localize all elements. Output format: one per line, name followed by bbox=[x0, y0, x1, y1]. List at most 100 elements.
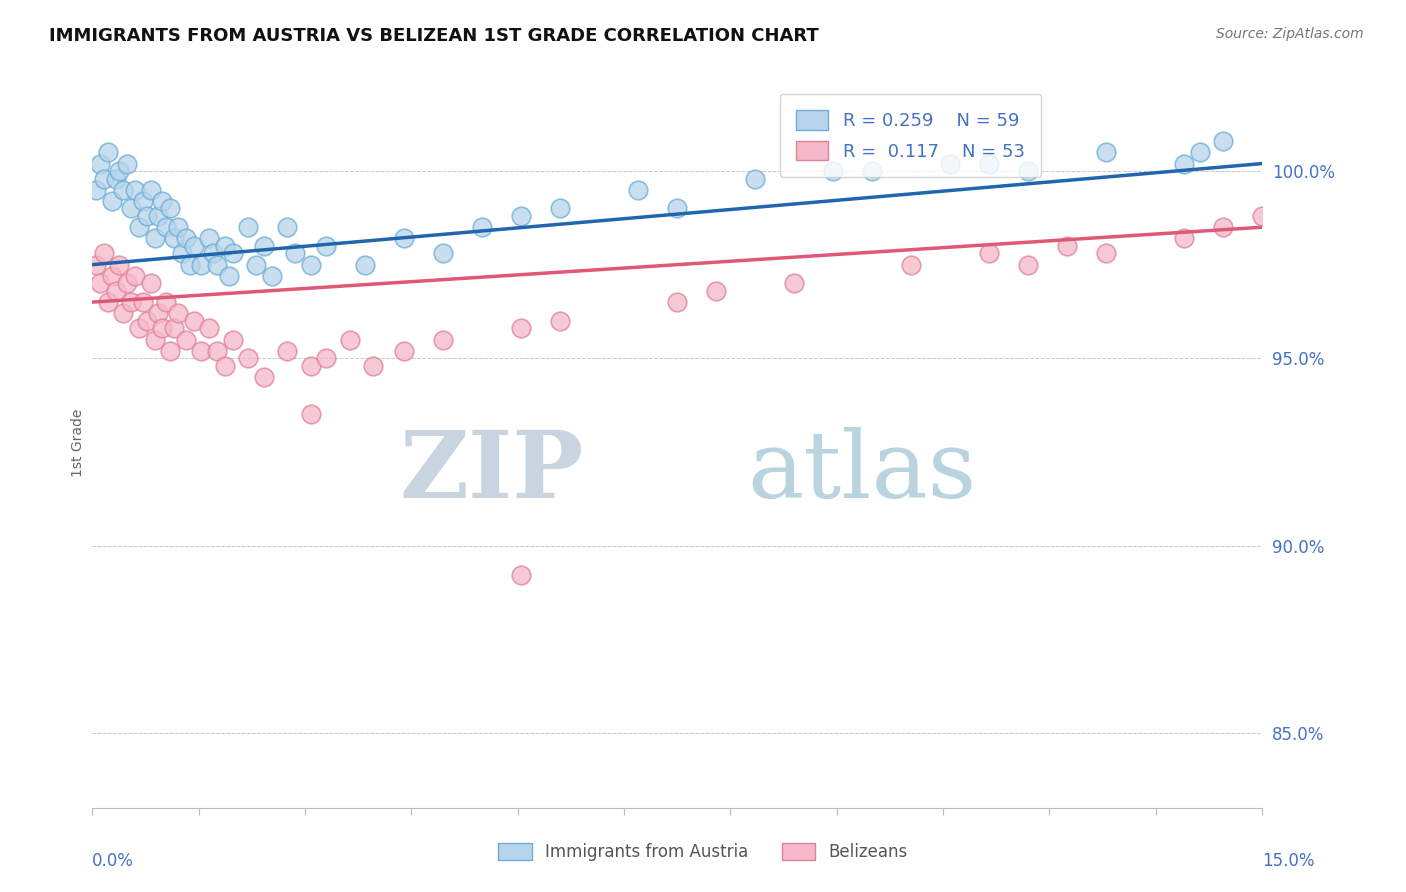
Point bbox=[93, 246, 115, 260]
Point bbox=[93, 171, 115, 186]
Point bbox=[627, 183, 650, 197]
Point bbox=[361, 359, 384, 373]
Point bbox=[89, 277, 111, 291]
Point bbox=[159, 343, 181, 358]
Point bbox=[143, 333, 166, 347]
Point bbox=[221, 246, 243, 260]
Point bbox=[510, 209, 533, 223]
Point bbox=[218, 268, 240, 283]
Point bbox=[124, 183, 146, 197]
Point bbox=[132, 295, 155, 310]
Point bbox=[183, 239, 205, 253]
Point bbox=[179, 258, 201, 272]
Point bbox=[1095, 246, 1118, 260]
Text: 0.0%: 0.0% bbox=[91, 852, 134, 870]
Point bbox=[112, 183, 135, 197]
Point bbox=[174, 231, 197, 245]
Point bbox=[315, 239, 337, 253]
Point bbox=[202, 246, 225, 260]
Point bbox=[276, 343, 298, 358]
Point bbox=[977, 246, 1000, 260]
Text: ZIP: ZIP bbox=[399, 426, 583, 516]
Point bbox=[167, 220, 190, 235]
Point bbox=[100, 268, 122, 283]
Point bbox=[139, 277, 162, 291]
Point bbox=[104, 171, 127, 186]
Point bbox=[666, 202, 689, 216]
Point bbox=[128, 220, 150, 235]
Point bbox=[432, 246, 454, 260]
Point bbox=[198, 231, 221, 245]
Point bbox=[167, 306, 190, 320]
Point bbox=[84, 183, 107, 197]
Point bbox=[823, 164, 845, 178]
Point bbox=[1017, 164, 1039, 178]
Point bbox=[245, 258, 267, 272]
Point bbox=[198, 321, 221, 335]
Point bbox=[108, 164, 131, 178]
Point bbox=[190, 258, 212, 272]
Legend: R = 0.259    N = 59, R =  0.117    N = 53: R = 0.259 N = 59, R = 0.117 N = 53 bbox=[780, 94, 1042, 177]
Point bbox=[120, 295, 142, 310]
Point bbox=[205, 258, 228, 272]
Point bbox=[339, 333, 361, 347]
Point bbox=[900, 258, 922, 272]
Point bbox=[170, 246, 193, 260]
Point bbox=[276, 220, 298, 235]
Point bbox=[510, 568, 533, 582]
Text: IMMIGRANTS FROM AUSTRIA VS BELIZEAN 1ST GRADE CORRELATION CHART: IMMIGRANTS FROM AUSTRIA VS BELIZEAN 1ST … bbox=[49, 27, 818, 45]
Point bbox=[1095, 145, 1118, 160]
Point bbox=[214, 239, 236, 253]
Point bbox=[100, 194, 122, 208]
Point bbox=[97, 295, 120, 310]
Point bbox=[1251, 209, 1274, 223]
Point bbox=[284, 246, 307, 260]
Point bbox=[1188, 145, 1211, 160]
Point bbox=[221, 333, 243, 347]
Point bbox=[744, 171, 766, 186]
Point bbox=[1056, 239, 1078, 253]
Point bbox=[183, 314, 205, 328]
Point bbox=[148, 209, 170, 223]
Point bbox=[117, 277, 139, 291]
Point bbox=[392, 343, 415, 358]
Point bbox=[704, 284, 727, 298]
Legend: Immigrants from Austria, Belizeans: Immigrants from Austria, Belizeans bbox=[492, 836, 914, 868]
Point bbox=[548, 202, 571, 216]
Point bbox=[190, 343, 212, 358]
Point bbox=[299, 258, 322, 272]
Point bbox=[548, 314, 571, 328]
Point bbox=[1017, 258, 1039, 272]
Point bbox=[977, 156, 1000, 170]
Point bbox=[666, 295, 689, 310]
Point bbox=[120, 202, 142, 216]
Point bbox=[155, 295, 177, 310]
Point bbox=[150, 321, 173, 335]
Point bbox=[432, 333, 454, 347]
Point bbox=[124, 268, 146, 283]
Point bbox=[1212, 134, 1234, 148]
Point bbox=[163, 321, 186, 335]
Point bbox=[135, 314, 157, 328]
Point bbox=[260, 268, 283, 283]
Point bbox=[253, 239, 276, 253]
Point bbox=[108, 258, 131, 272]
Point bbox=[97, 145, 120, 160]
Point bbox=[253, 370, 276, 384]
Point bbox=[392, 231, 415, 245]
Point bbox=[205, 343, 228, 358]
Point bbox=[104, 284, 127, 298]
Point bbox=[510, 321, 533, 335]
Point bbox=[939, 156, 962, 170]
Point bbox=[143, 231, 166, 245]
Point bbox=[163, 231, 186, 245]
Point bbox=[155, 220, 177, 235]
Point bbox=[174, 333, 197, 347]
Point bbox=[139, 183, 162, 197]
Point bbox=[783, 277, 806, 291]
Text: 15.0%: 15.0% bbox=[1263, 852, 1315, 870]
Point bbox=[150, 194, 173, 208]
Point bbox=[132, 194, 155, 208]
Point bbox=[214, 359, 236, 373]
Point bbox=[860, 164, 883, 178]
